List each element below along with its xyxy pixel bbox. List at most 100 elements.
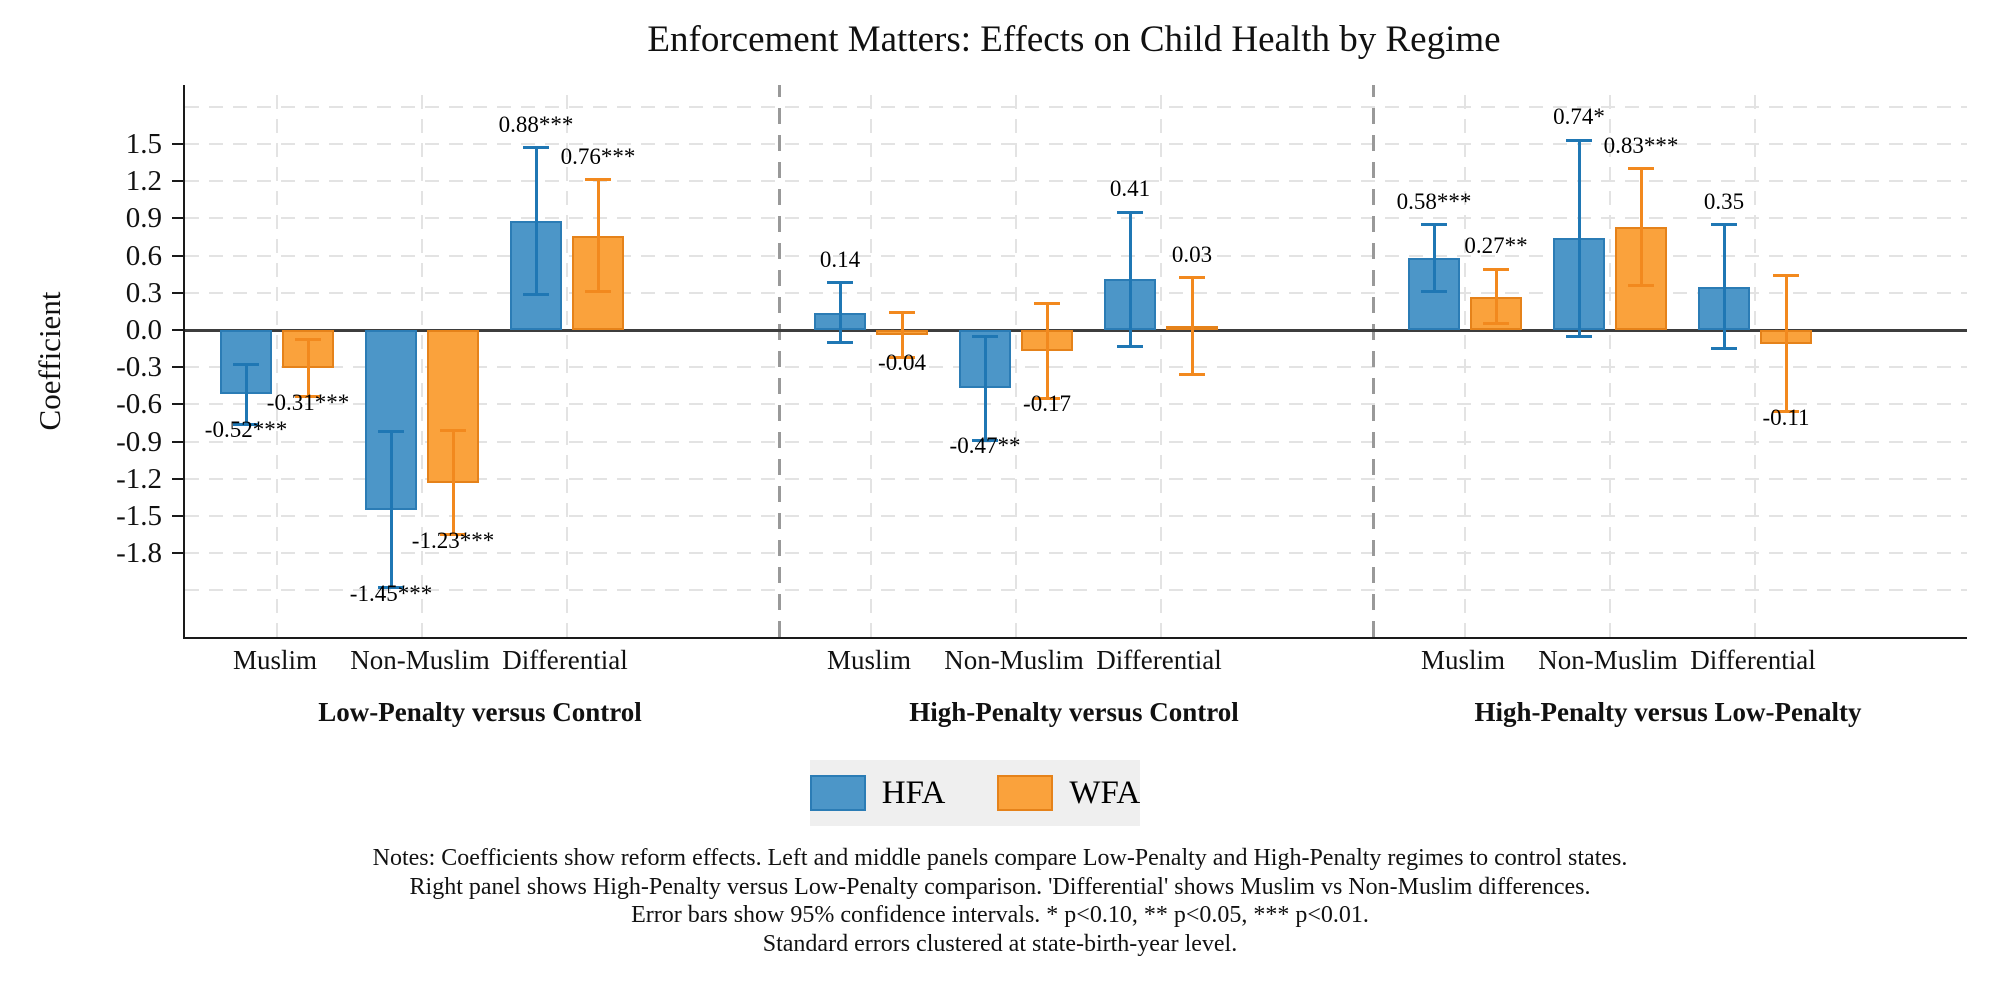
gridline-vertical (1754, 85, 1756, 637)
error-bar-cap-top (585, 178, 611, 182)
value-label: 0.83*** (1603, 132, 1679, 158)
y-tick (172, 254, 183, 257)
gridline-horizontal (185, 440, 1967, 443)
zero-line (185, 328, 1967, 332)
gridline-horizontal (185, 180, 1967, 183)
error-bar-cap-bottom (233, 422, 259, 426)
value-label: -0.47** (949, 433, 1021, 459)
gridline-horizontal (185, 254, 1967, 257)
error-bar-line (389, 431, 393, 588)
error-bar-line (244, 364, 248, 425)
value-label: 0.58*** (1396, 188, 1472, 214)
value-label: 0.27** (1464, 233, 1528, 259)
error-bar-cap-bottom (523, 292, 549, 296)
y-tick-label: -0.9 (116, 425, 162, 458)
category-label: Differential (1690, 645, 1816, 675)
gridline-vertical (1609, 85, 1611, 637)
error-bar-line (1722, 224, 1726, 349)
value-label: -1.23*** (411, 527, 495, 553)
error-bar-line (900, 312, 904, 358)
legend-item-wfa: WFA (997, 775, 1140, 812)
error-bar-line (1639, 168, 1643, 286)
error-bar-cap-top (1566, 138, 1592, 142)
error-bar-cap-bottom (1566, 334, 1592, 338)
error-bar-cap-bottom (1117, 344, 1143, 348)
notes-line: Error bars show 95% confidence intervals… (631, 902, 1369, 928)
error-bar-cap-bottom (889, 355, 915, 359)
error-bar-cap-top (827, 281, 853, 285)
y-tick-label: -0.6 (116, 388, 162, 421)
legend-swatch-hfa (809, 775, 866, 811)
value-label: 0.76*** (560, 143, 636, 169)
gridline-horizontal (185, 589, 1967, 592)
gridline-horizontal (185, 552, 1967, 555)
value-label: -0.17 (1023, 391, 1071, 417)
error-bar-cap-top (1034, 302, 1060, 306)
gridline-vertical (1015, 85, 1017, 637)
panel-separator (778, 85, 781, 637)
error-bar-cap-bottom (1034, 396, 1060, 400)
y-tick-label: 1.5 (125, 128, 162, 160)
error-bar-line (1128, 212, 1132, 347)
error-bar-cap-top (1117, 210, 1143, 214)
panel-title: High-Penalty versus Low-Penalty (1474, 697, 1862, 727)
y-tick (172, 143, 183, 145)
error-bar-line (1577, 140, 1581, 337)
error-bar-line (1432, 224, 1436, 292)
value-label: -0.04 (878, 350, 926, 376)
gridline-vertical (870, 85, 872, 637)
category-label: Non-Muslim (1538, 645, 1678, 675)
error-bar-cap-bottom (440, 533, 466, 537)
y-tick (172, 366, 183, 369)
value-label: 0.35 (1703, 188, 1745, 214)
gridline-horizontal (185, 515, 1967, 517)
error-bar-cap-top (1773, 273, 1799, 277)
notes-line: Notes: Coefficients show reform effects.… (372, 845, 1628, 871)
gridline-vertical (1464, 85, 1466, 637)
error-bar-cap-top (972, 334, 998, 338)
error-bar-line (534, 147, 538, 295)
value-label: 0.03 (1171, 241, 1213, 267)
error-bar-cap-top (1711, 223, 1737, 227)
y-tick (172, 477, 183, 480)
gridline-vertical (566, 85, 568, 637)
panel-title: Low-Penalty versus Control (318, 697, 642, 727)
gridline-horizontal (185, 143, 1967, 145)
error-bar-line (1045, 303, 1049, 399)
error-bar-cap-top (1421, 223, 1447, 227)
value-label: 0.74* (1553, 104, 1605, 130)
notes-line: Standard errors clustered at state-birth… (762, 930, 1238, 957)
chart-notes: Notes: Coefficients show reform effects.… (0, 844, 2000, 958)
error-bar-line (1190, 277, 1194, 375)
error-bar-line (451, 430, 455, 535)
chart-title: Enforcement Matters: Effects on Child He… (647, 19, 1501, 60)
error-bar-cap-bottom (378, 586, 404, 590)
error-bar-cap-bottom (1483, 322, 1509, 326)
category-label: Muslim (826, 645, 912, 675)
category-label: Differential (502, 645, 628, 675)
value-label: -0.31*** (266, 389, 350, 415)
y-tick (172, 217, 183, 220)
y-tick-label: -1.2 (116, 462, 162, 495)
error-bar-cap-bottom (1773, 410, 1799, 414)
error-bar-cap-top (1483, 267, 1509, 271)
y-tick-label: -1.8 (116, 537, 162, 570)
y-tick-label: 0.3 (125, 276, 162, 309)
y-tick (172, 552, 183, 555)
error-bar-cap-top (523, 146, 549, 150)
plot-area: -0.52*** -0.31*** -1.45*** -1.23*** 0.88*** 0… (183, 85, 1967, 639)
value-label: 0.88*** (498, 111, 574, 137)
error-bar-line (983, 336, 987, 441)
error-bar-cap-top (233, 363, 259, 367)
y-tick-label: 1.2 (125, 165, 162, 198)
y-tick-label: -0.3 (116, 351, 162, 384)
error-bar-cap-bottom (1711, 347, 1737, 351)
gridline-horizontal (185, 105, 1967, 108)
category-label: Non-Muslim (350, 645, 490, 675)
error-bar-line (306, 339, 310, 397)
error-bar-cap-bottom (1179, 373, 1205, 377)
y-tick-label: -1.5 (116, 500, 162, 532)
category-label: Muslim (232, 645, 318, 675)
category-label: Muslim (1420, 645, 1506, 675)
